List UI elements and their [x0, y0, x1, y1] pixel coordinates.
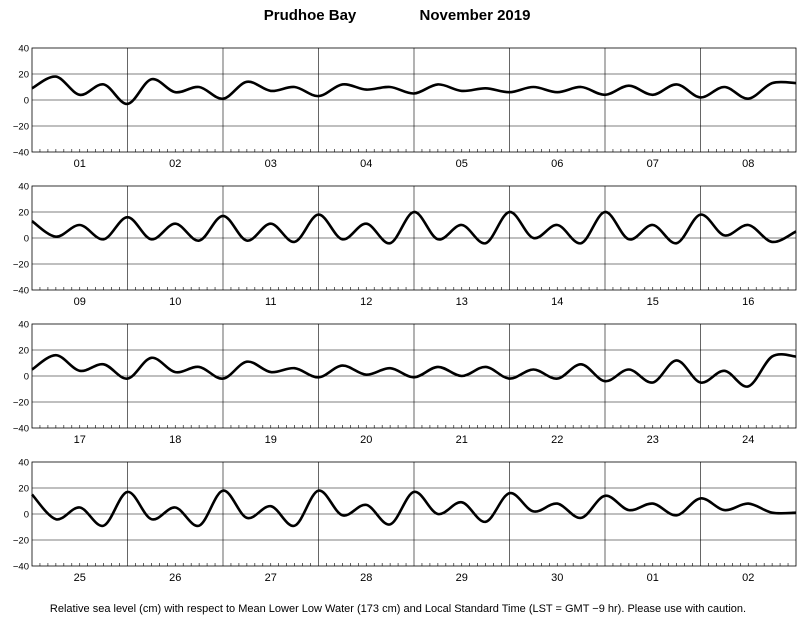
day-label: 09 — [74, 296, 86, 308]
y-tick-label: 0 — [24, 96, 29, 107]
y-tick-label: 0 — [24, 372, 29, 383]
panel-3: 40 20 0 −20 −40 17 18 19 20 21 22 23 24 — [13, 320, 797, 446]
y-tick-label: 40 — [18, 320, 29, 331]
y-tick-label: 20 — [18, 484, 29, 495]
series-line-sea-level — [31, 353, 797, 388]
day-label: 30 — [551, 572, 563, 584]
day-label: 14 — [551, 296, 563, 308]
panel-2: 40 20 0 −20 −40 09 10 11 12 13 14 15 16 — [13, 182, 797, 308]
day-label: 11 — [265, 296, 276, 308]
chart-title-period: November 2019 — [420, 7, 531, 24]
y-tick-label: −20 — [13, 536, 29, 547]
day-label: 15 — [647, 296, 659, 308]
day-label: 04 — [360, 158, 372, 170]
day-label: 17 — [74, 434, 86, 446]
day-label: 06 — [551, 158, 563, 170]
y-tick-label: −40 — [13, 562, 29, 573]
day-label: 20 — [360, 434, 372, 446]
panel-4: 40 20 0 −20 −40 25 26 27 28 29 30 01 02 — [13, 458, 797, 584]
day-label: 10 — [169, 296, 181, 308]
y-tick-label: 20 — [18, 208, 29, 219]
panel-1: 40 20 0 −20 −40 01 02 03 04 05 06 07 08 — [13, 44, 797, 170]
day-label: 29 — [456, 572, 468, 584]
day-label: 01 — [74, 158, 86, 170]
panels: 40 20 0 −20 −40 01 02 03 04 05 06 07 08 40 20 0 −20 −40 09… — [13, 44, 797, 584]
y-tick-label: −40 — [13, 286, 29, 297]
day-label: 25 — [74, 572, 86, 584]
chart-footnote: Relative sea level (cm) with respect to … — [50, 603, 746, 615]
y-tick-label: 20 — [18, 70, 29, 81]
day-label: 02 — [742, 572, 754, 584]
y-tick-label: 0 — [24, 234, 29, 245]
day-label: 21 — [456, 434, 468, 446]
day-label: 03 — [265, 158, 277, 170]
day-label: 01 — [647, 572, 659, 584]
day-label: 05 — [456, 158, 468, 170]
day-label: 26 — [169, 572, 181, 584]
day-label: 19 — [265, 434, 277, 446]
day-label: 27 — [265, 572, 277, 584]
y-tick-label: −40 — [13, 424, 29, 435]
y-tick-label: 40 — [18, 182, 29, 193]
day-label: 02 — [169, 158, 181, 170]
y-tick-label: −20 — [13, 122, 29, 133]
y-tick-label: −40 — [13, 148, 29, 159]
y-tick-label: 40 — [18, 458, 29, 469]
series-line-sea-level — [31, 75, 797, 106]
y-tick-label: 20 — [18, 346, 29, 357]
day-label: 24 — [742, 434, 754, 446]
day-label: 13 — [456, 296, 468, 308]
day-label: 28 — [360, 572, 372, 584]
day-label: 07 — [647, 158, 659, 170]
day-label: 23 — [647, 434, 659, 446]
day-label: 18 — [169, 434, 181, 446]
day-label: 22 — [551, 434, 563, 446]
day-label: 12 — [360, 296, 372, 308]
series-line-sea-level — [31, 210, 797, 245]
day-label: 16 — [742, 296, 754, 308]
chart-title-station: Prudhoe Bay — [264, 7, 357, 24]
y-tick-label: 40 — [18, 44, 29, 55]
y-tick-label: 0 — [24, 510, 29, 521]
y-tick-label: −20 — [13, 398, 29, 409]
day-label: 08 — [742, 158, 754, 170]
y-tick-label: −20 — [13, 260, 29, 271]
series-line-sea-level — [31, 489, 797, 528]
